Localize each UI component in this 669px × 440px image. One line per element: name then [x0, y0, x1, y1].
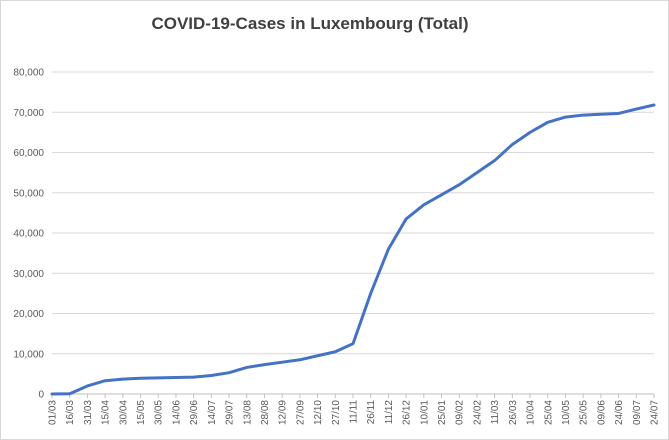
x-tick-label: 10/05 — [561, 400, 572, 425]
x-tick-label: 09/06 — [596, 400, 607, 425]
x-tick-label: 27/09 — [295, 400, 306, 425]
x-tick-label: 10/04 — [526, 400, 537, 425]
x-tick-label: 10/01 — [419, 400, 430, 425]
series-layer — [50, 103, 656, 396]
x-tick-label: 26/03 — [508, 400, 519, 425]
y-axis-ticks: 0 10,000 20,000 30,000 40,000 50,000 60,000 70,… — [13, 68, 44, 401]
x-tick-label: 14/07 — [207, 400, 218, 425]
x-tick-label: 30/04 — [118, 400, 129, 425]
x-tick-label: 24/07 — [650, 400, 661, 425]
x-tick-label: 15/05 — [136, 400, 147, 425]
x-tick-label: 25/04 — [543, 400, 554, 425]
x-tick-label: 26/11 — [366, 400, 377, 425]
y-tick-label: 0 — [38, 390, 44, 401]
x-tick-label: 24/06 — [614, 400, 625, 425]
x-tick-label: 24/02 — [472, 400, 483, 425]
x-tick-label: 11/03 — [490, 400, 501, 425]
chart-title: COVID-19-Cases in Luxembourg (Total) — [151, 14, 469, 33]
x-tick-label: 29/07 — [225, 400, 236, 425]
x-tick-label: 01/03 — [48, 400, 59, 425]
y-tick-label: 60,000 — [13, 148, 44, 159]
x-tick-label: 16/03 — [65, 400, 76, 425]
x-tick-label: 09/02 — [455, 400, 466, 425]
x-tick-label: 11/12 — [384, 400, 395, 425]
x-tick-label: 30/05 — [154, 400, 165, 425]
x-tick-label: 28/08 — [260, 400, 271, 425]
x-tick-label: 09/07 — [632, 400, 643, 425]
x-tick-label: 13/08 — [242, 400, 253, 425]
y-tick-label: 30,000 — [13, 269, 44, 280]
y-tick-label: 80,000 — [13, 68, 44, 79]
x-tick-label: 31/03 — [83, 400, 94, 425]
x-tick-label: 12/10 — [313, 400, 324, 425]
gridlines — [52, 71, 654, 395]
y-tick-label: 70,000 — [13, 108, 44, 119]
x-tick-label: 15/04 — [101, 400, 112, 425]
x-axis-ticks: 01/03 16/03 31/03 15/04 30/04 15/05 30/05 14/06… — [48, 394, 661, 425]
series-line — [50, 103, 656, 396]
x-tick-label: 25/01 — [437, 400, 448, 425]
x-tick-label: 29/06 — [189, 400, 200, 425]
y-tick-label: 10,000 — [13, 349, 44, 360]
x-tick-label: 11/11 — [349, 400, 360, 424]
y-tick-label: 50,000 — [13, 188, 44, 199]
x-tick-label: 14/06 — [171, 400, 182, 425]
x-tick-label: 12/09 — [278, 400, 289, 425]
x-tick-label: 25/05 — [579, 400, 590, 425]
x-tick-label: 27/10 — [331, 400, 342, 425]
y-tick-label: 40,000 — [13, 229, 44, 240]
x-tick-label: 26/12 — [402, 400, 413, 425]
y-tick-label: 20,000 — [13, 309, 44, 320]
